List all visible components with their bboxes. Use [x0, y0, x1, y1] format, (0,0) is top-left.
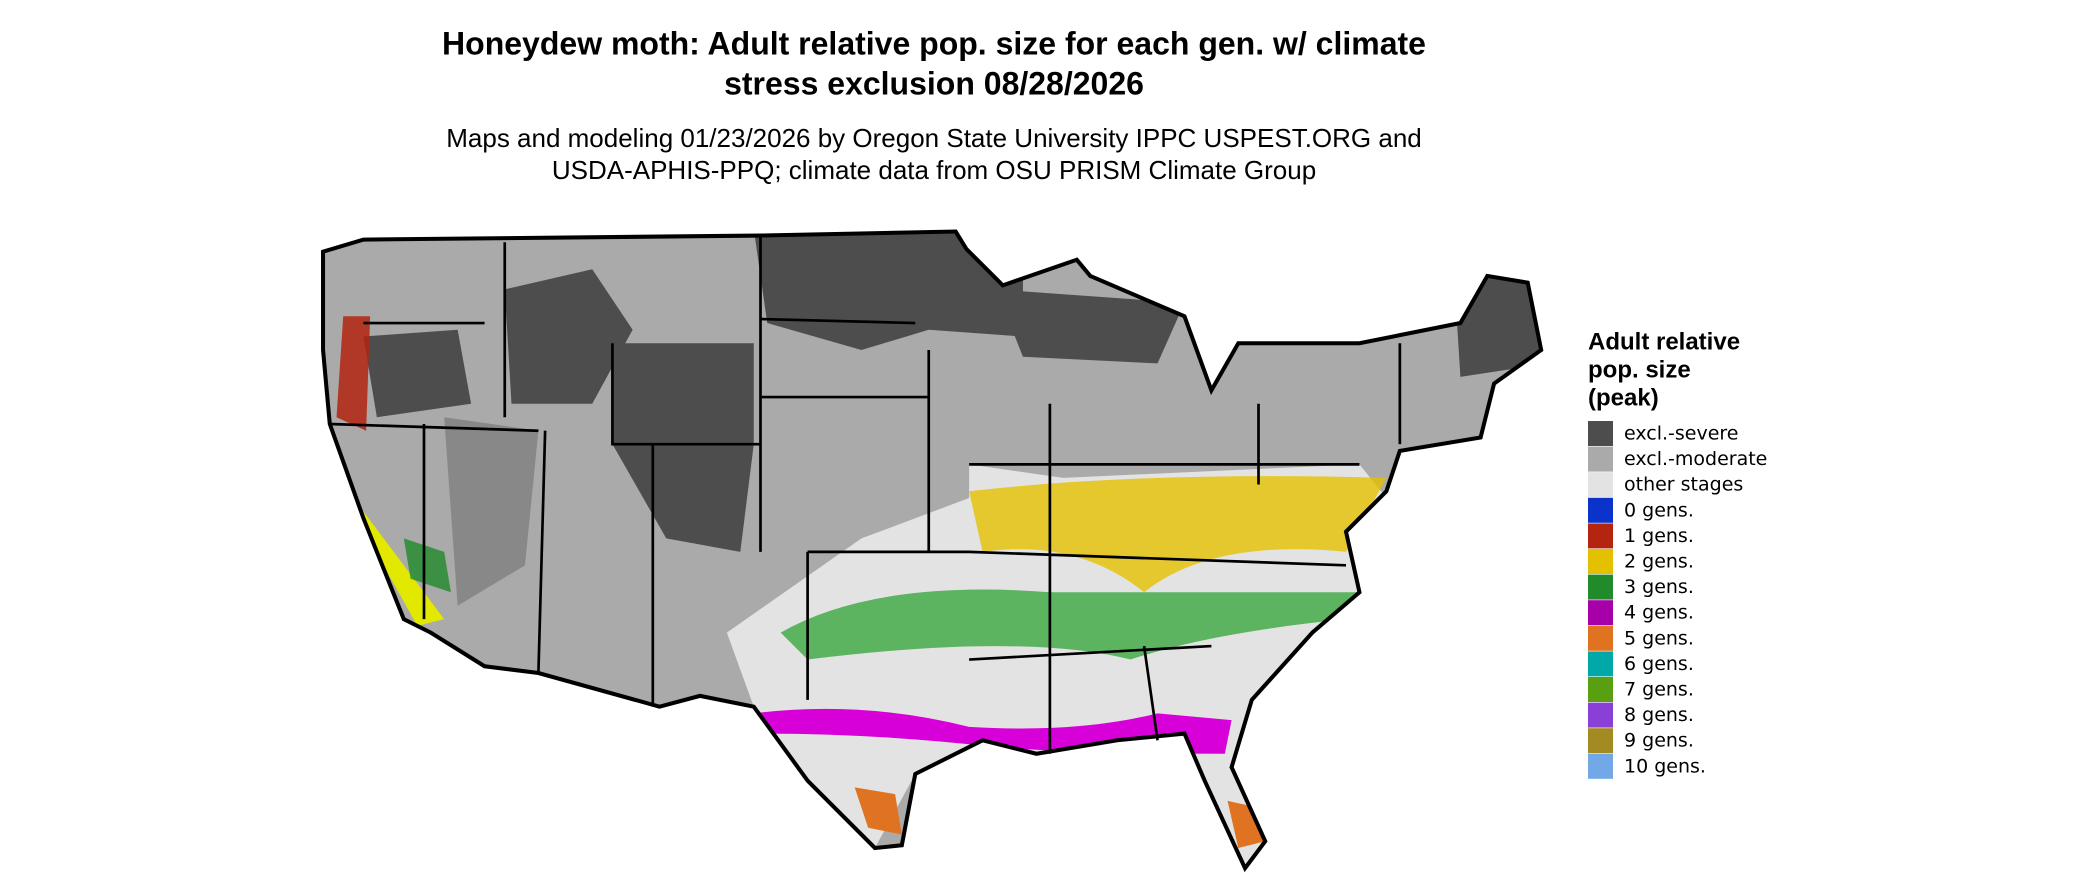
legend-label: 5 gens. — [1624, 627, 1694, 649]
us-map — [310, 215, 1548, 888]
title: Honeydew moth: Adult relative pop. size … — [442, 25, 1426, 61]
legend-swatch — [1588, 651, 1613, 677]
legend-swatch — [1588, 497, 1613, 523]
legend-swatch — [1588, 728, 1613, 754]
legend-label: 4 gens. — [1624, 602, 1694, 624]
legend-swatch — [1588, 677, 1613, 702]
legend-label: 6 gens. — [1624, 653, 1694, 675]
legend-swatch — [1588, 421, 1613, 446]
legend-label: 0 gens. — [1624, 499, 1694, 521]
legend-label: 9 gens. — [1624, 730, 1694, 752]
legend-label: 1 gens. — [1624, 525, 1694, 547]
legend-label: 8 gens. — [1624, 704, 1694, 726]
legend-title: (peak) — [1588, 384, 1659, 411]
legend-label: 10 gens. — [1624, 755, 1706, 777]
legend-swatch — [1588, 702, 1613, 728]
legend-label: 3 gens. — [1624, 576, 1694, 598]
title: stress exclusion 08/28/2026 — [724, 65, 1144, 101]
legend-label: other stages — [1624, 474, 1743, 496]
legend-swatch — [1588, 446, 1613, 472]
legend-swatch — [1588, 523, 1613, 549]
legend-swatch — [1588, 472, 1613, 498]
legend-label: 2 gens. — [1624, 551, 1694, 573]
legend-title: pop. size — [1588, 356, 1691, 383]
legend-swatch — [1588, 600, 1613, 626]
subtitle: USDA-APHIS-PPQ; climate data from OSU PR… — [552, 155, 1316, 185]
legend-swatch — [1588, 574, 1613, 600]
legend-swatch — [1588, 625, 1613, 651]
legend-title: Adult relative — [1588, 328, 1740, 355]
legend-label: 7 gens. — [1624, 679, 1694, 701]
legend-swatch — [1588, 753, 1613, 779]
legend-label: excl.-moderate — [1624, 448, 1767, 470]
legend-label: excl.-severe — [1624, 423, 1739, 445]
legend-swatch — [1588, 549, 1613, 574]
subtitle: Maps and modeling 01/23/2026 by Oregon S… — [446, 123, 1422, 153]
